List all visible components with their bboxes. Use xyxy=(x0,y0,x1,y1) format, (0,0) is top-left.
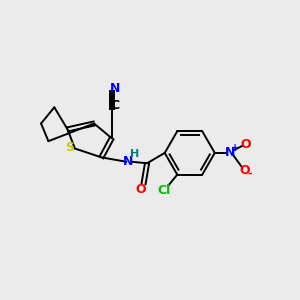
Text: -: - xyxy=(248,169,252,179)
Text: H: H xyxy=(130,149,139,159)
Text: Cl: Cl xyxy=(158,184,171,197)
Text: N: N xyxy=(110,82,120,95)
Text: N: N xyxy=(123,155,133,168)
Text: S: S xyxy=(65,141,74,154)
Text: O: O xyxy=(240,138,251,151)
Text: O: O xyxy=(136,183,146,196)
Text: +: + xyxy=(231,142,239,153)
Text: O: O xyxy=(239,164,250,177)
Text: N: N xyxy=(225,146,236,159)
Text: C: C xyxy=(111,99,120,112)
